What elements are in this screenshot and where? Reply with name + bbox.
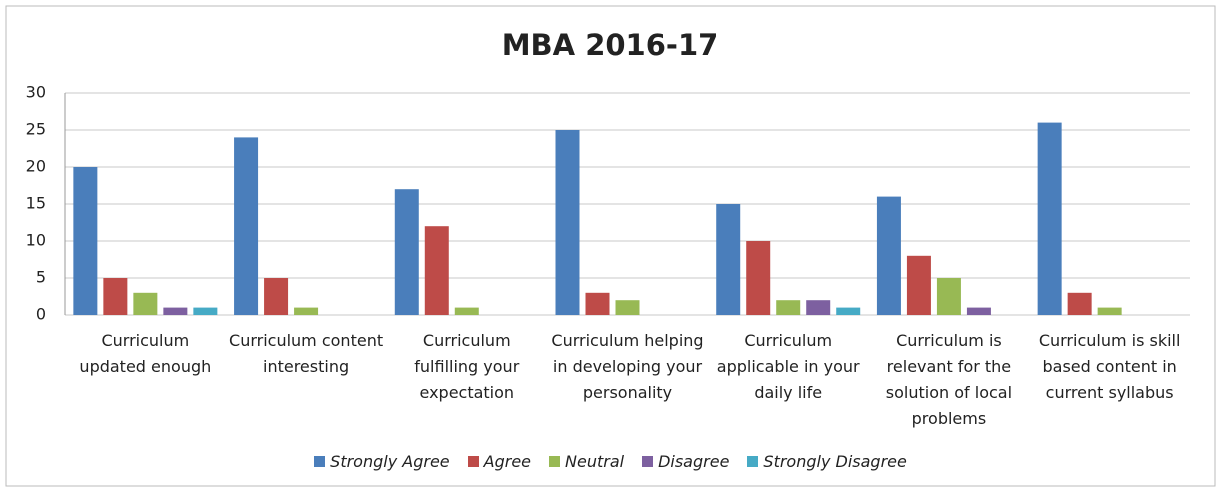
bar [555,130,580,315]
y-tick-label: 0 [36,305,46,324]
y-tick-label: 10 [26,231,46,250]
legend-item: Agree [467,452,532,471]
bar [424,226,449,315]
legend-label: Disagree [658,452,730,471]
bar [1097,307,1122,315]
x-tick-label: Curriculum content interesting [229,331,384,376]
legend-swatch [549,456,561,467]
bar [193,307,218,315]
x-tick-label: Curriculum updated enough [79,331,212,376]
x-tick-label: Curriculum fulfilling your expectation [414,331,520,402]
bar [1067,292,1092,315]
x-tick-label: Curriculum is relevant for the solution … [885,331,1013,428]
legend-swatch [747,456,759,467]
y-tick-label: 30 [26,83,46,102]
bar [966,307,991,315]
x-tick-label: Curriculum applicable in your daily life [716,331,860,402]
bar [73,167,98,315]
bar [133,292,158,315]
chart-title: MBA 2016-17 [502,28,719,62]
legend-item: Neutral [549,452,624,471]
bar [234,137,259,315]
y-tick-label: 5 [36,268,46,287]
bar [936,278,961,315]
legend-label: Strongly Agree [330,452,450,471]
legend-swatch [467,456,479,467]
legend-swatch [642,456,654,467]
legend-item: Strongly Disagree [747,452,907,471]
bar [836,307,861,315]
legend: Strongly Agree Agree Neutral Disagree Strong… [0,452,1221,471]
bar [264,278,289,315]
legend-label: Agree [483,452,532,471]
y-tick-label: 25 [26,120,46,139]
bar [906,255,931,315]
x-tick-label: Curriculum helping in developing your pe… [551,331,704,402]
bar [615,300,640,315]
y-tick-label: 15 [26,194,46,213]
bar [585,292,610,315]
bar [394,189,419,315]
legend-item: Disagree [642,452,729,471]
legend-label: Neutral [565,452,625,471]
bar [806,300,831,315]
y-tick-label: 20 [26,157,46,176]
legend-item: Strongly Agree [314,452,450,471]
bar [716,204,741,315]
bar [1037,122,1062,315]
bar [746,241,771,315]
bar [294,307,319,315]
bar [163,307,188,315]
legend-label: Strongly Disagree [763,452,907,471]
x-tick-label: Curriculum is skill based content in cur… [1038,331,1181,402]
bar [776,300,801,315]
bar [454,307,479,315]
bar [103,278,128,315]
chart-border [5,5,1216,487]
bar [876,196,901,315]
legend-swatch [314,456,326,467]
